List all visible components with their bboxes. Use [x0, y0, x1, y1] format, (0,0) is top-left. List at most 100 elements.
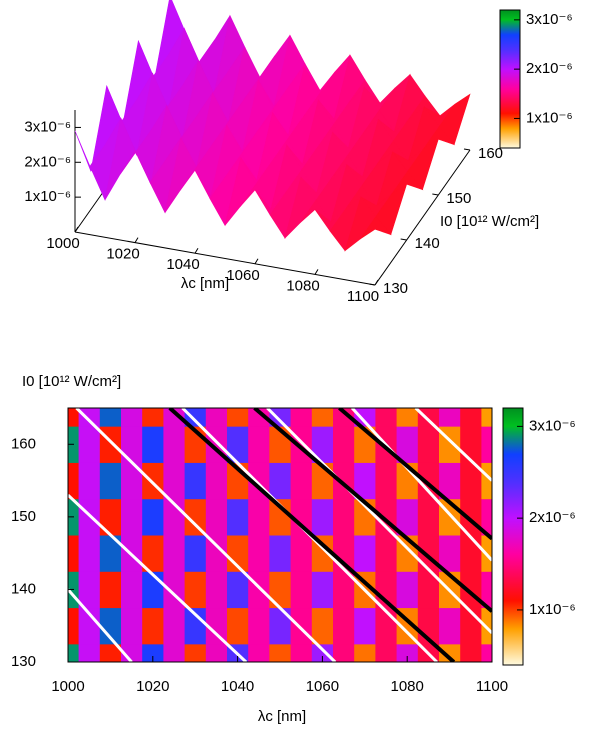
- heatmap-cell: [354, 462, 376, 500]
- heatmap-cell: [142, 462, 164, 500]
- heatmap-cell: [227, 571, 249, 609]
- colorbar-tick-label: 1x10⁻⁶: [529, 601, 576, 618]
- heatmap-cell: [184, 535, 207, 572]
- heatmap-cell: [68, 462, 80, 500]
- x-tick-label: 1100: [476, 678, 508, 695]
- heatmap-cell: [290, 408, 313, 427]
- heatmap-cell: [99, 498, 122, 536]
- heatmap-cell: [354, 643, 376, 662]
- colorbar-tick-label: 2x10⁻⁶: [529, 509, 576, 526]
- heatmap-cell: [163, 607, 186, 645]
- heatmap-cell: [163, 462, 186, 500]
- y-tick-label: 140: [11, 580, 36, 597]
- x-tick-label: 1080: [391, 678, 424, 695]
- x-tick: [134, 237, 139, 243]
- heatmap-cell: [354, 607, 376, 645]
- heatmap-cell: [481, 571, 492, 609]
- heatmap-cell: [248, 426, 270, 463]
- heatmap-cell: [99, 607, 122, 645]
- heatmap-cell: [142, 498, 164, 536]
- heatmap-cell: [78, 462, 101, 500]
- surface-patch: [359, 216, 392, 240]
- heatmap-cell: [248, 643, 270, 662]
- z-tick-label: 3x10⁻⁶: [24, 118, 71, 135]
- heatmap-cell: [333, 408, 355, 427]
- y-tick: [432, 193, 439, 196]
- heatmap-cell: [78, 643, 101, 662]
- heatmap-cell: [68, 607, 80, 645]
- x-tick-label: 1020: [106, 246, 139, 263]
- x-tick: [374, 279, 379, 286]
- heatmap-cell: [290, 426, 313, 463]
- heatmap-cell: [439, 462, 461, 500]
- heatmap-cell: [396, 426, 419, 463]
- overlay-lines: [68, 408, 492, 662]
- heatmap-cell: [375, 408, 398, 427]
- heatmap-cell: [333, 643, 355, 662]
- y-tick-label: 160: [11, 435, 36, 452]
- heatmap-cell: [184, 498, 207, 536]
- heatmap-cell: [417, 571, 440, 609]
- x-tick-label: 1100: [347, 288, 379, 305]
- heatmap-cell: [184, 607, 207, 645]
- heatmap-cell: [354, 408, 376, 427]
- heatmap-cell: [184, 643, 207, 662]
- y-tick-label: 130: [383, 280, 408, 297]
- heatmap-cell: [481, 408, 492, 427]
- heatmap-cell: [333, 498, 355, 536]
- heatmap-cell: [269, 498, 292, 536]
- heatmap-y-label: I0 [10¹² W/cm²]: [22, 373, 121, 390]
- heatmap-cell: [142, 607, 164, 645]
- y-axis: [374, 149, 471, 286]
- y-tick-label: 160: [478, 145, 503, 162]
- overlay-line: [68, 493, 248, 662]
- heatmap-cell: [99, 408, 122, 427]
- overlay-line: [168, 408, 456, 662]
- heatmap-cell: [99, 426, 122, 463]
- overlay-line: [253, 408, 492, 613]
- heatmap-cell: [205, 498, 228, 536]
- colorbar: [502, 407, 524, 666]
- heatmap-cell: [290, 498, 313, 536]
- x-tick-label: 1000: [46, 235, 79, 252]
- overlay-line: [266, 408, 492, 635]
- colorbar-tick-label: 2x10⁻⁶: [526, 60, 573, 77]
- overlay-line: [75, 408, 337, 662]
- heatmap-cell: [205, 462, 228, 500]
- heatmap-cell: [460, 643, 482, 662]
- overlay-line: [350, 408, 492, 562]
- heatmap-cell: [417, 408, 440, 427]
- heatmap-cell: [311, 571, 334, 609]
- heatmap-cell: [417, 426, 440, 463]
- heatmap-cell: [248, 571, 270, 609]
- heatmap-cell: [396, 643, 419, 662]
- heatmap-cell: [248, 607, 270, 645]
- heatmap-cell: [290, 607, 313, 645]
- heatmap-cell: [311, 426, 334, 463]
- heatmap-cell: [248, 408, 270, 427]
- surface-y-label: I0 [10¹² W/cm²]: [440, 213, 539, 230]
- heatmap-cell: [99, 643, 122, 662]
- heatmap-cell: [248, 535, 270, 572]
- y-tick: [463, 148, 471, 151]
- y-tick: [368, 283, 376, 286]
- y-tick: [400, 238, 407, 241]
- heatmap-cell: [78, 571, 101, 609]
- x-tick-label: 1040: [221, 678, 254, 695]
- heatmap-cell: [99, 535, 122, 572]
- heatmap-cell: [290, 643, 313, 662]
- heatmap-cell: [68, 408, 80, 427]
- heatmap-cell: [121, 607, 143, 645]
- heatmap-cell: [269, 408, 292, 427]
- heatmap-cell: [99, 571, 122, 609]
- y-tick-label: 150: [11, 508, 36, 525]
- heatmap-cell: [269, 607, 292, 645]
- heatmap-cell: [269, 643, 292, 662]
- heatmap-cell: [142, 535, 164, 572]
- plot-frame: [67, 407, 493, 663]
- heatmap-cell: [481, 426, 492, 463]
- x-tick-label: 1060: [306, 678, 339, 695]
- x-tick: [74, 226, 79, 233]
- heatmap-cell: [439, 643, 461, 662]
